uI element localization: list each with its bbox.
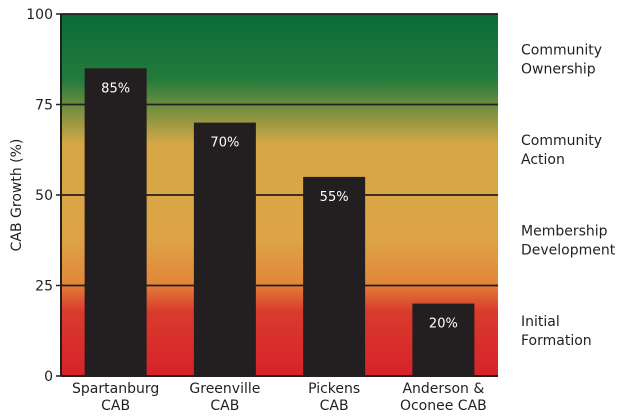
category-label: Pickens CAB: [308, 381, 360, 414]
data-label: 20%: [429, 317, 458, 332]
stage-label: Community Action: [521, 133, 602, 168]
bars: 85% 70% 55% 20%: [84, 68, 475, 377]
data-label: 70%: [210, 136, 239, 151]
bar: [84, 68, 147, 377]
bar: [303, 176, 366, 376]
category-label: Spartanburg CAB: [72, 381, 159, 414]
stage-label: Membership Development: [521, 223, 616, 258]
stage-label: Community Ownership: [521, 42, 602, 77]
y-tick-label: 0: [44, 369, 53, 385]
bar: [412, 303, 475, 376]
y-tick-label: 50: [35, 188, 53, 204]
data-label: 55%: [320, 190, 349, 205]
category-label: Greenville CAB: [189, 381, 260, 414]
y-tick-label: 100: [26, 7, 53, 23]
data-label: 85%: [101, 81, 130, 96]
stage-labels: Community Ownership Community Action Members…: [521, 42, 616, 349]
stage-label: Initial Formation: [521, 314, 592, 349]
category-label: Anderson & Oconee CAB: [400, 381, 487, 414]
bar: [193, 122, 256, 376]
category-labels: Spartanburg CAB Greenville CAB Pickens CAB And…: [72, 381, 487, 414]
y-tick-label: 75: [35, 98, 53, 114]
y-axis-label: CAB Growth (%): [9, 139, 25, 252]
y-tick-label: 25: [35, 279, 53, 295]
y-ticks: 0 25 50 75 100: [26, 7, 61, 385]
